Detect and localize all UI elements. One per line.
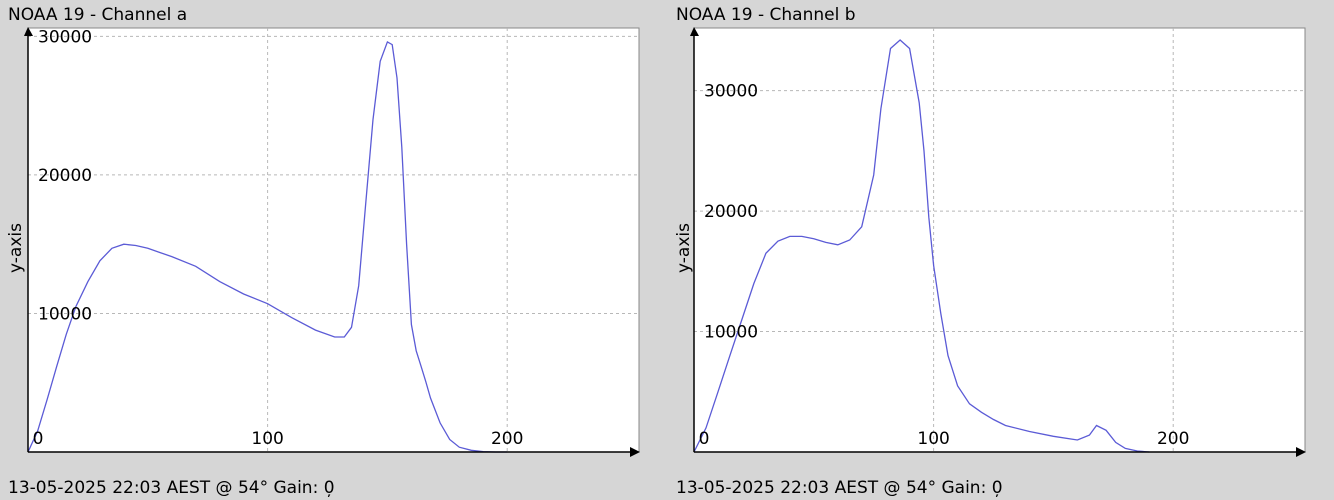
x-tick-label: 100 bbox=[251, 429, 283, 449]
panel-footer: 13-05-2025 22:03 AEST @ 54° Gain: 0̦ bbox=[8, 478, 335, 498]
plot-area bbox=[693, 27, 1306, 453]
series-line bbox=[27, 40, 508, 453]
panel-footer: 13-05-2025 22:03 AEST @ 54° Gain: 0̦ bbox=[676, 478, 1003, 498]
grid bbox=[28, 28, 639, 452]
grid bbox=[694, 28, 1305, 452]
x-tick-label: 200 bbox=[491, 429, 523, 449]
x-tick-label: 200 bbox=[1157, 429, 1189, 449]
axes bbox=[690, 27, 1306, 457]
panel-channel-a: NOAA 19 - Channel a 0 100 200 10000 20000 300… bbox=[6, 5, 640, 498]
y-tick-label: 10000 bbox=[704, 323, 758, 343]
y-tick-label: 20000 bbox=[38, 166, 92, 186]
x-tick-label: 100 bbox=[917, 429, 949, 449]
y-tick-label: 30000 bbox=[704, 82, 758, 102]
y-tick-label: 30000 bbox=[38, 27, 92, 47]
panel-channel-b: NOAA 19 - Channel b 0 100 200 10000 20000 300… bbox=[674, 5, 1306, 498]
panel-title: NOAA 19 - Channel b bbox=[676, 5, 856, 25]
tick-labels: 0 100 200 10000 20000 30000 bbox=[699, 82, 1190, 449]
x-tick-label: 0 bbox=[699, 429, 710, 449]
y-tick-label: 10000 bbox=[38, 304, 92, 324]
series-line bbox=[693, 39, 1150, 453]
y-axis-label: y-axis bbox=[6, 223, 26, 273]
panel-title: NOAA 19 - Channel a bbox=[8, 5, 187, 25]
x-tick-label: 0 bbox=[33, 429, 44, 449]
tick-labels: 0 100 200 10000 20000 30000 bbox=[33, 27, 524, 449]
y-axis-label: y-axis bbox=[674, 223, 694, 273]
y-tick-label: 20000 bbox=[704, 202, 758, 222]
axes bbox=[24, 27, 640, 457]
plot-area bbox=[27, 27, 640, 453]
